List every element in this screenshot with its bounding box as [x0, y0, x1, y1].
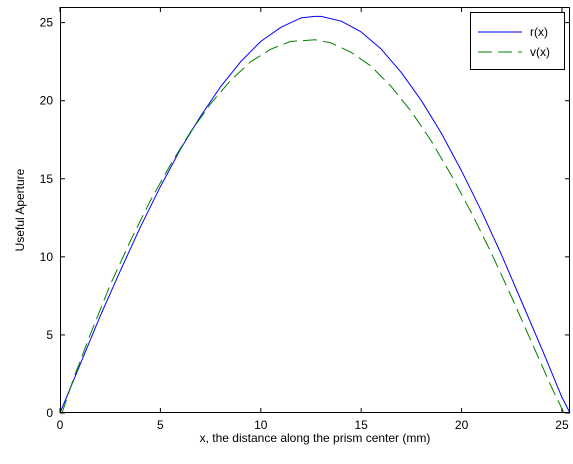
y-tick-label: 15	[40, 172, 54, 186]
x-tick-label: 25	[555, 418, 569, 432]
x-tick-label: 15	[355, 418, 369, 432]
legend-label-r: r(x)	[530, 25, 548, 39]
series-layer	[59, 15, 571, 414]
x-tick-label: 5	[157, 418, 164, 432]
plot-area	[60, 7, 570, 413]
y-tick-label: 20	[40, 94, 54, 108]
y-axis-label: Useful Aperture	[13, 168, 27, 251]
x-tick-label: 10	[254, 418, 268, 432]
y-tick-label: 0	[46, 406, 53, 420]
series-line-v	[61, 39, 565, 414]
ticks-layer: 0 5 10 15 20 25 0 5 10 15 20 25	[40, 7, 570, 432]
y-tick-label: 25	[40, 16, 54, 30]
axes-frame	[60, 7, 570, 413]
legend: r(x) v(x)	[470, 12, 565, 70]
legend-box	[470, 12, 565, 70]
y-tick-label: 5	[46, 328, 53, 342]
y-tick-label: 10	[40, 250, 54, 264]
x-tick-label: 0	[57, 418, 64, 432]
series-line-r	[59, 15, 571, 414]
x-tick-label: 20	[455, 418, 469, 432]
legend-label-v: v(x)	[530, 45, 550, 59]
x-axis-label: x, the distance along the prism center (…	[200, 431, 431, 445]
